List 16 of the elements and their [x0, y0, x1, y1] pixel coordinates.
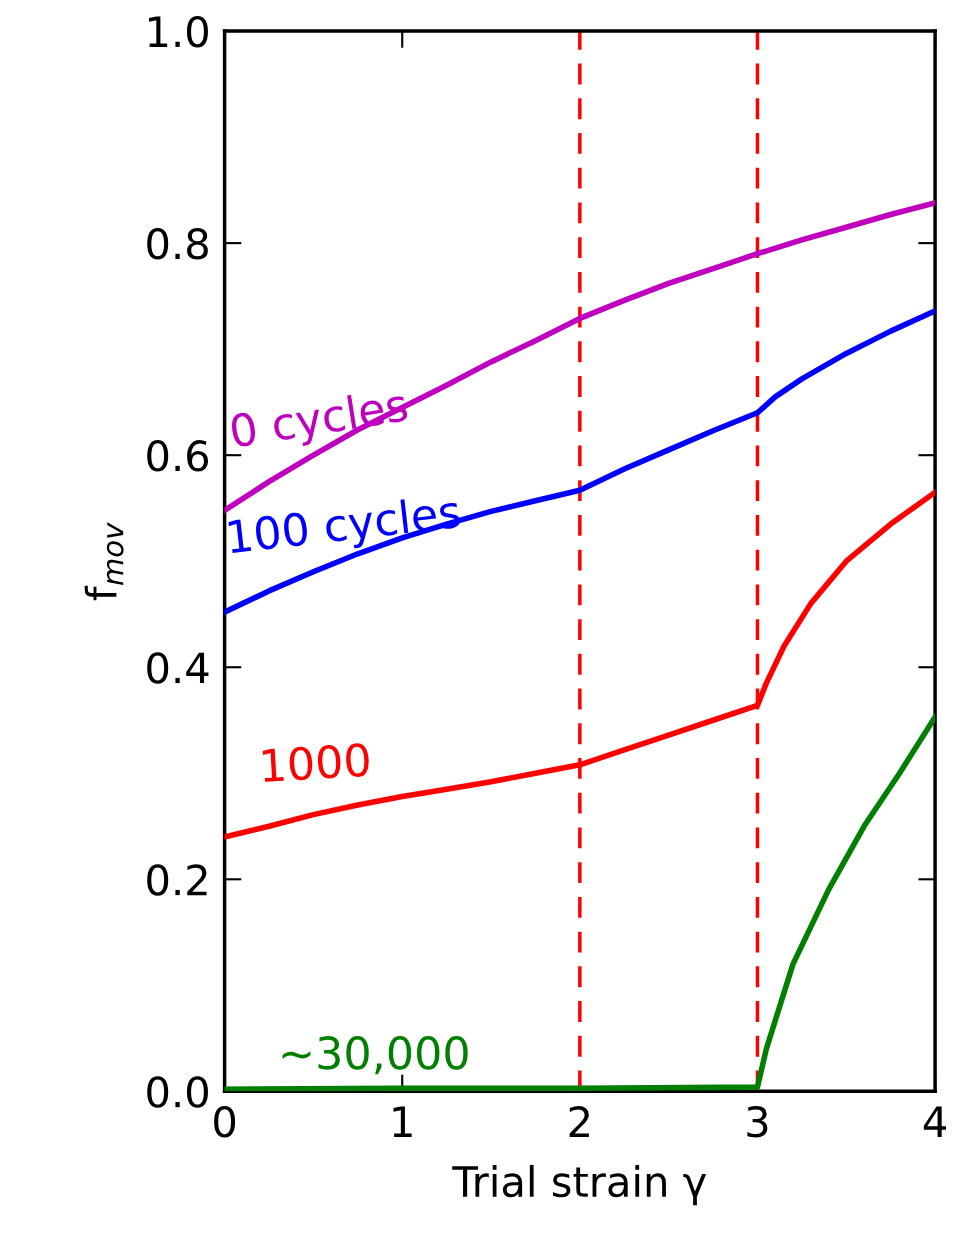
y-tick-label: 0.0 [147, 1076, 208, 1108]
x-tick-label: 1 [393, 1106, 412, 1137]
y-axis-title: f$_{mov}$ [84, 522, 124, 601]
y-tick-label: 0.2 [147, 864, 207, 896]
series-label: 1000 [262, 742, 370, 783]
y-tick-label: 0.6 [147, 440, 209, 472]
y-tick-label: 0.4 [147, 652, 209, 684]
text: 0 cycles [229, 386, 410, 457]
x-tick-label: 4 [923, 1106, 946, 1137]
series-label: ~30,000 [282, 1036, 468, 1075]
x-axis-title: Trial strain γ [452, 1165, 707, 1206]
y-tick-label: 1.0 [149, 15, 208, 48]
x-tick-label: 3 [747, 1105, 768, 1138]
x-tick-label: 2 [569, 1105, 589, 1137]
x-tick-label: 0 [214, 1105, 236, 1138]
y-tick-label: 0.8 [147, 228, 208, 260]
